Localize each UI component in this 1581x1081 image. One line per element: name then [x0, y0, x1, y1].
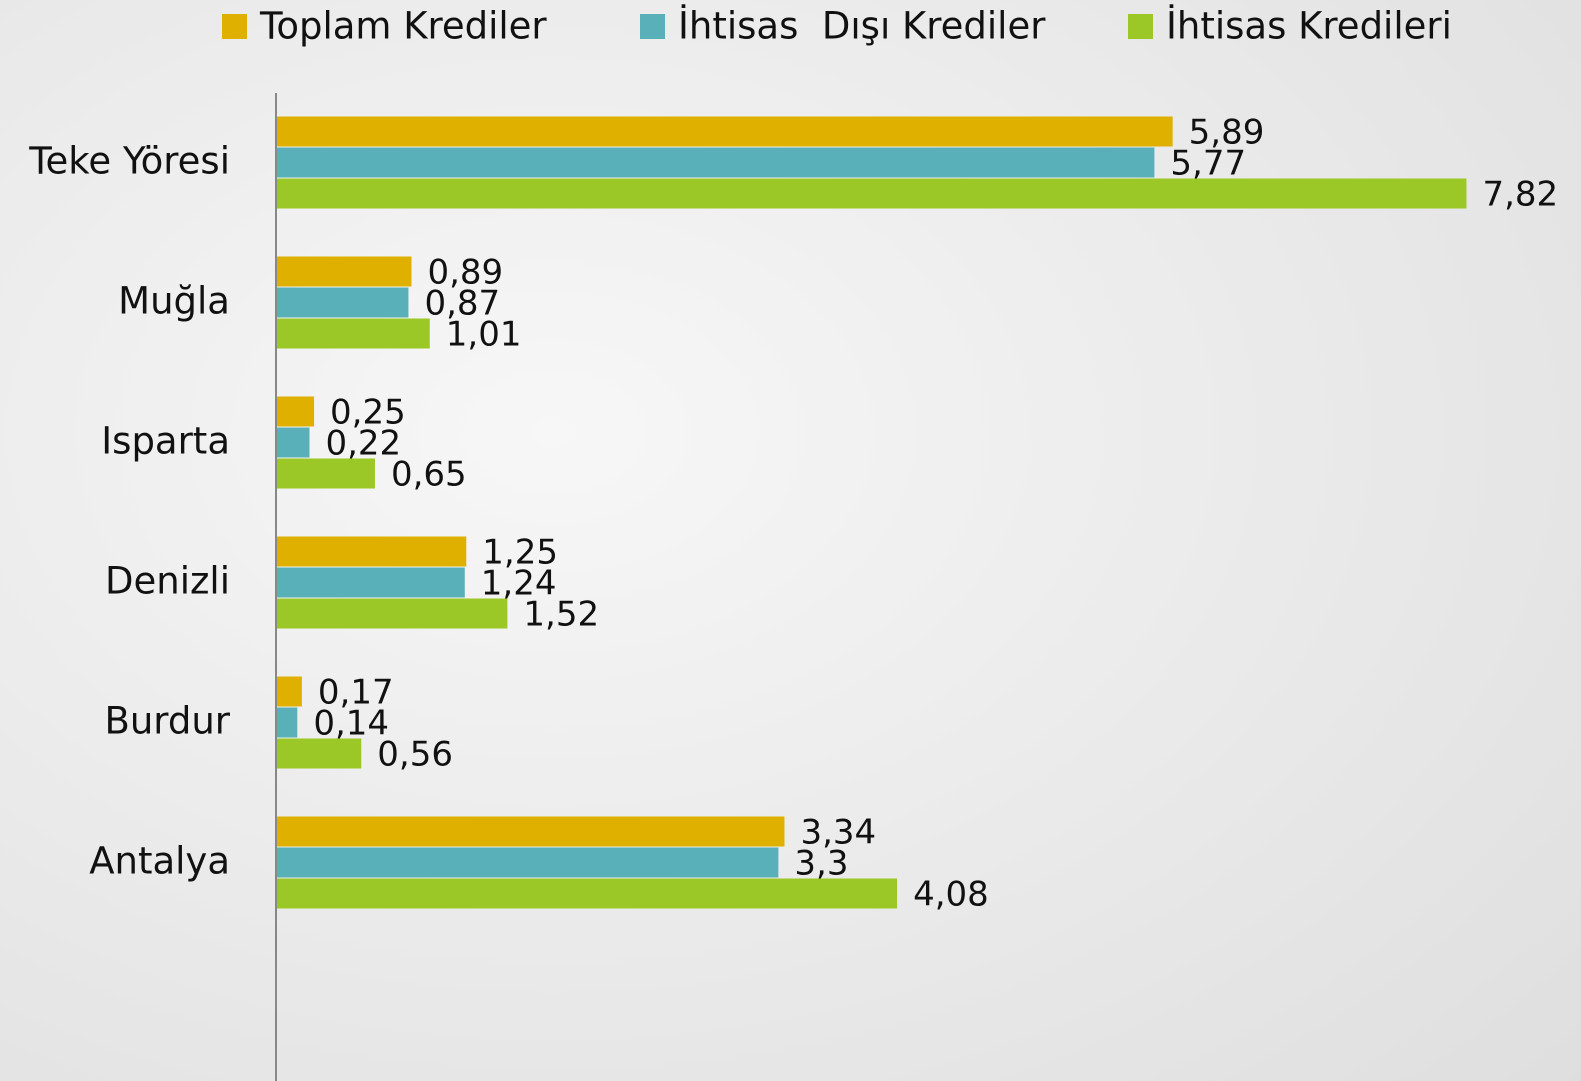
bar	[276, 458, 375, 489]
legend-label: İhtisas Dışı Krediler	[678, 5, 1046, 48]
value-label: 0,65	[391, 455, 467, 495]
value-label: 4,08	[913, 875, 989, 915]
value-label: 0,87	[424, 284, 500, 324]
bar	[276, 427, 310, 458]
category-label: Denizli	[105, 560, 230, 603]
bar	[276, 116, 1173, 147]
bar	[276, 738, 362, 769]
value-label: 1,25	[482, 533, 558, 573]
bar	[276, 847, 779, 878]
value-label: 5,89	[1189, 113, 1265, 153]
value-label: 3,3	[794, 844, 848, 884]
category-label: Antalya	[89, 840, 230, 883]
bar	[276, 567, 465, 598]
bar	[276, 536, 467, 567]
legend-label: Toplam Krediler	[259, 5, 547, 48]
bar	[276, 707, 298, 738]
bar	[276, 598, 508, 629]
value-label: 7,82	[1482, 175, 1558, 215]
category-label: Muğla	[118, 280, 230, 323]
bar	[276, 256, 412, 287]
value-label: 1,52	[523, 595, 599, 635]
legend-swatch	[222, 14, 247, 39]
value-label: 1,01	[446, 315, 522, 355]
category-label: Teke Yöresi	[28, 140, 230, 183]
legend-swatch	[640, 14, 665, 39]
bar	[276, 878, 898, 909]
bar	[276, 287, 409, 318]
bar	[276, 396, 315, 427]
value-label: 0,17	[318, 673, 394, 713]
category-label: Burdur	[104, 700, 230, 743]
legend-label: İhtisas Kredileri	[1166, 5, 1452, 48]
value-label: 0,56	[377, 735, 453, 775]
value-label: 0,25	[330, 393, 406, 433]
bar	[276, 318, 430, 349]
value-label: 0,89	[427, 253, 503, 293]
value-label: 5,77	[1170, 144, 1246, 184]
category-label: Isparta	[101, 420, 230, 463]
legend-swatch	[1128, 14, 1153, 39]
value-label: 3,34	[800, 813, 876, 853]
bar	[276, 178, 1467, 209]
value-label: 0,22	[325, 424, 401, 464]
bar	[276, 147, 1155, 178]
bar	[276, 816, 785, 847]
value-label: 0,14	[313, 704, 389, 744]
value-label: 1,24	[481, 564, 557, 604]
bar	[276, 676, 302, 707]
